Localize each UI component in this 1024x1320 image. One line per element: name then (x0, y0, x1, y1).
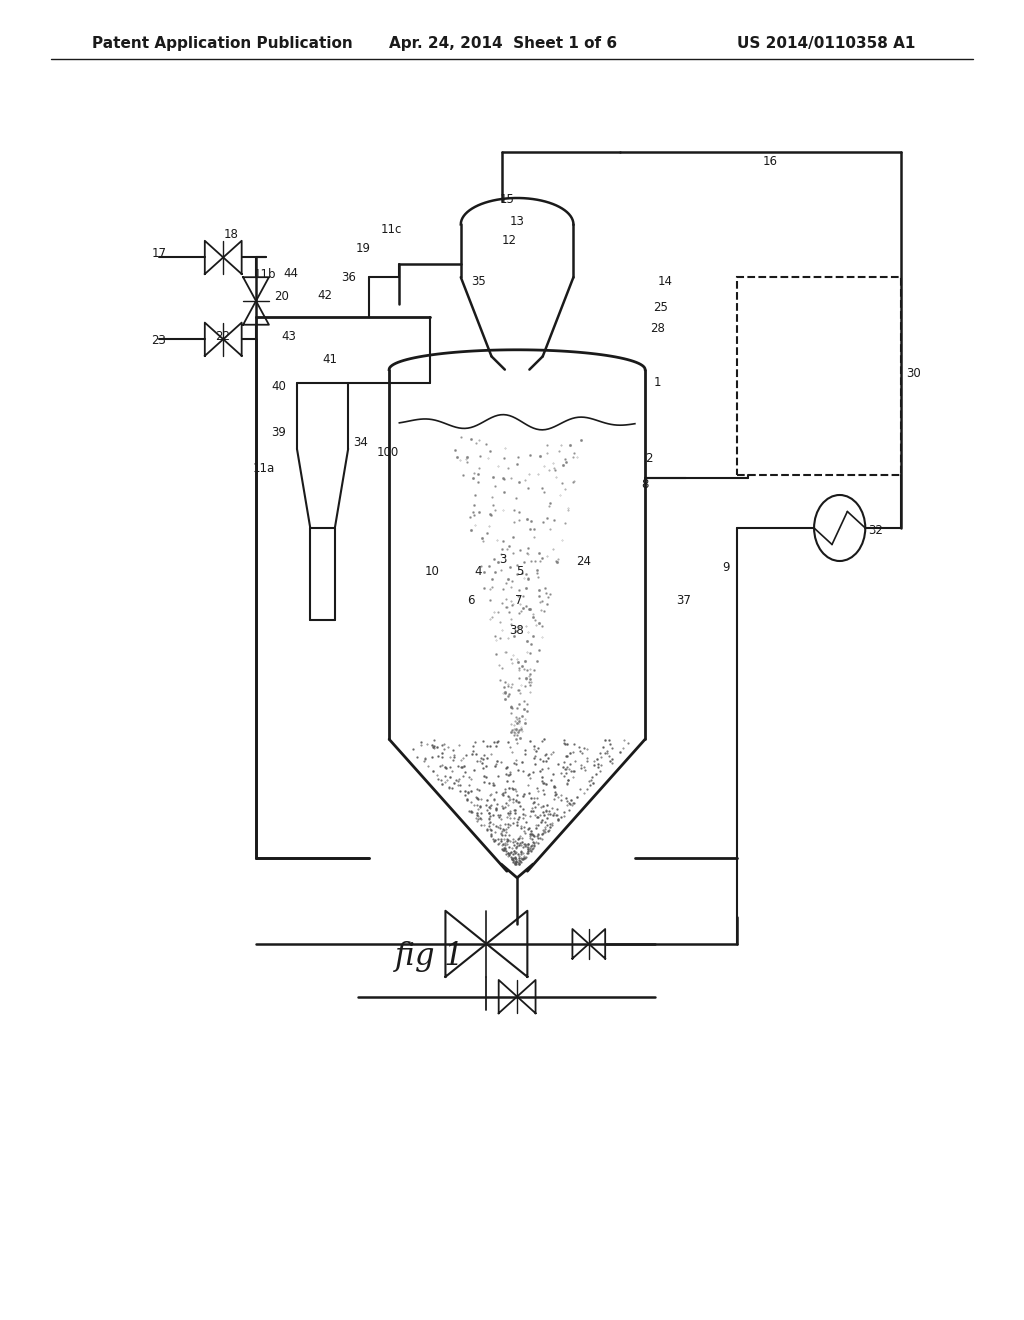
Text: 15: 15 (500, 193, 515, 206)
Text: 11a: 11a (253, 462, 275, 475)
Bar (737, 277, 901, 475)
Text: 19: 19 (355, 242, 371, 255)
Text: 41: 41 (323, 352, 338, 366)
Text: 9: 9 (722, 561, 729, 574)
Text: 22: 22 (215, 330, 230, 343)
Text: 24: 24 (577, 554, 592, 568)
Text: 3: 3 (499, 553, 506, 566)
Text: 4: 4 (474, 565, 481, 578)
Text: 39: 39 (271, 426, 287, 440)
Text: 30: 30 (906, 367, 921, 380)
Text: 40: 40 (271, 380, 287, 393)
Text: 5: 5 (516, 565, 523, 578)
Text: 11b: 11b (254, 268, 276, 281)
Text: 7: 7 (515, 594, 522, 607)
Text: 8: 8 (641, 478, 648, 491)
Text: US 2014/0110358 A1: US 2014/0110358 A1 (737, 36, 915, 51)
Text: 13: 13 (510, 215, 525, 228)
Text: Apr. 24, 2014  Sheet 1 of 6: Apr. 24, 2014 Sheet 1 of 6 (389, 36, 617, 51)
Text: 10: 10 (425, 565, 440, 578)
Text: 32: 32 (868, 524, 884, 537)
Text: 43: 43 (282, 330, 297, 343)
Text: 1: 1 (653, 376, 660, 389)
Text: 44: 44 (284, 267, 299, 280)
Text: 100: 100 (377, 446, 399, 459)
Text: 11c: 11c (381, 223, 402, 236)
Text: 14: 14 (657, 275, 673, 288)
Text: 16: 16 (763, 154, 778, 168)
Text: 2: 2 (645, 451, 652, 465)
Text: 35: 35 (471, 275, 485, 288)
Text: 12: 12 (502, 234, 517, 247)
Text: fig 1: fig 1 (395, 941, 465, 973)
Text: 25: 25 (653, 301, 669, 314)
Text: 17: 17 (152, 247, 167, 260)
Text: 18: 18 (223, 228, 239, 242)
Text: 38: 38 (509, 624, 523, 638)
Text: 28: 28 (650, 322, 666, 335)
Text: 37: 37 (676, 594, 691, 607)
Text: 42: 42 (317, 289, 333, 302)
Text: 6: 6 (467, 594, 474, 607)
Text: 23: 23 (152, 334, 167, 347)
Text: 36: 36 (341, 271, 356, 284)
Text: Patent Application Publication: Patent Application Publication (92, 36, 353, 51)
Text: 20: 20 (274, 290, 290, 304)
Text: 34: 34 (353, 436, 369, 449)
